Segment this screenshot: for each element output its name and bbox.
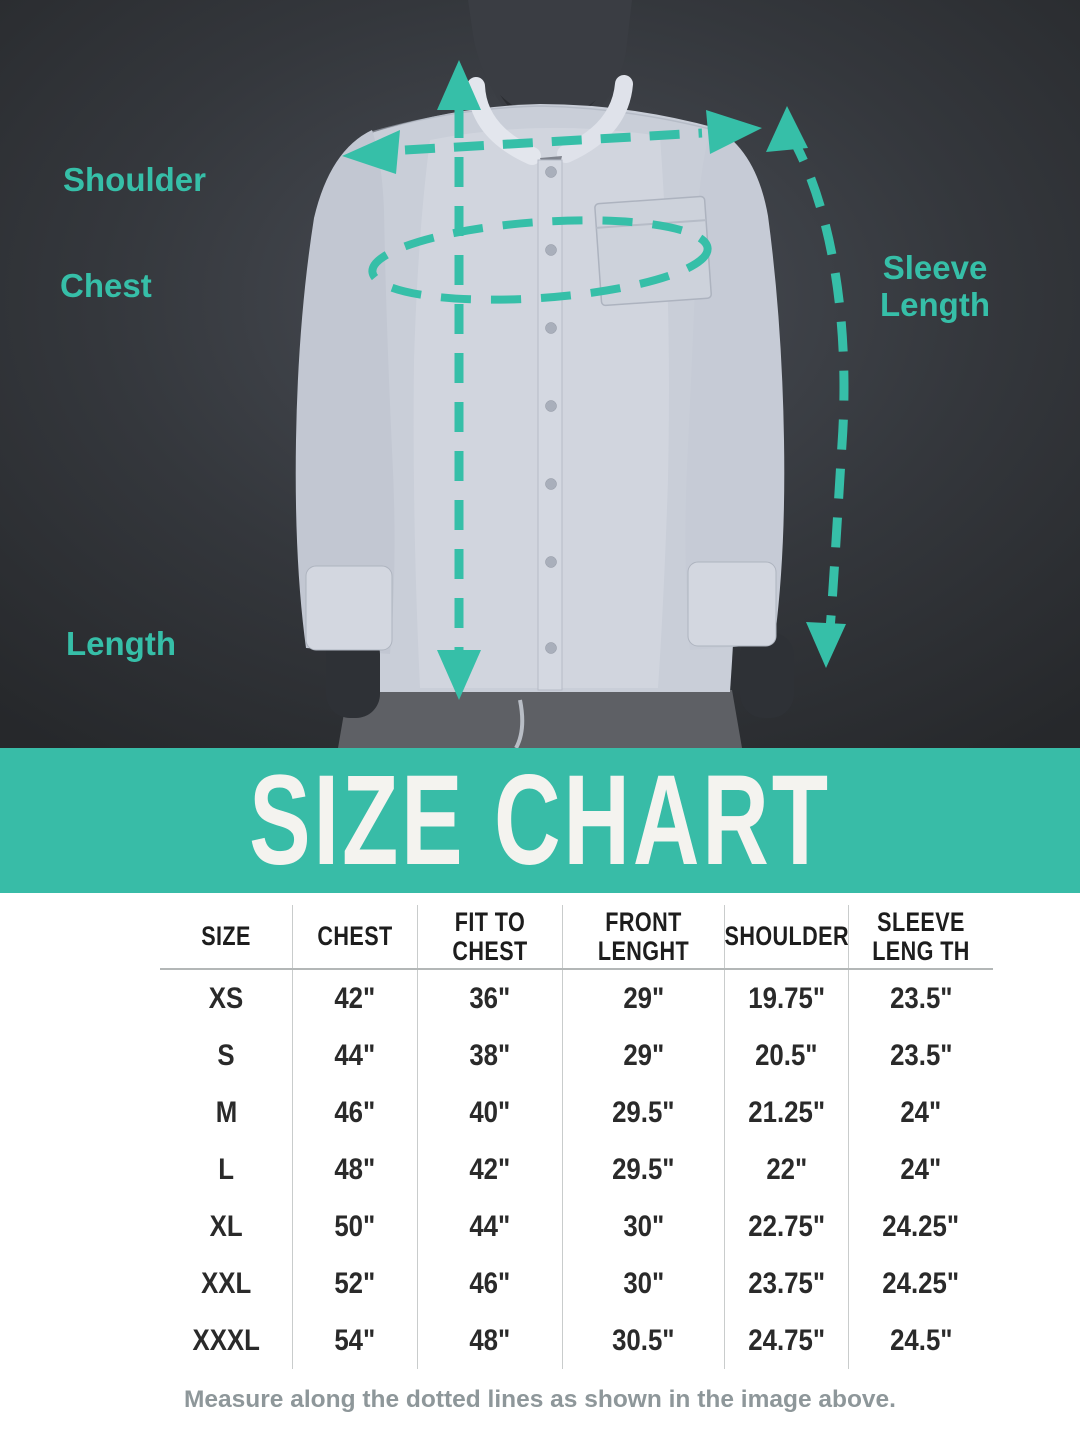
value-cell: 30": [562, 1198, 724, 1255]
collar-left: [467, 77, 541, 165]
value-cell: 24.25": [848, 1255, 993, 1312]
value-cell: 19.75": [724, 970, 848, 1027]
value-cell: 44": [417, 1198, 562, 1255]
left-hand: [326, 630, 380, 718]
value-cell: 29": [562, 970, 724, 1027]
value-cell: 38": [417, 1027, 562, 1084]
collar-right: [557, 75, 633, 163]
table-row-xxxl: XXXL 54" 48" 30.5" 24.75" 24.5": [160, 1312, 993, 1369]
right-cuff: [687, 561, 777, 647]
shoulder-label: Shoulder: [63, 161, 207, 198]
measure-arrowheads: [342, 60, 846, 700]
size-cell: M: [215, 1095, 237, 1129]
table-row-xl: XL 50" 44" 30" 22.75" 24.25": [160, 1198, 993, 1255]
value-cell: 29.5": [562, 1084, 724, 1141]
table-row-xs: XS 42" 36" 29" 19.75" 23.5": [160, 970, 993, 1027]
chest-label: Chest: [60, 267, 152, 304]
size-table: SIZE CHEST FIT TO CHEST FRONT LENGHT SHO…: [160, 905, 993, 1369]
right-hand: [740, 632, 794, 718]
button-placket: [537, 159, 563, 691]
arrow-up-icon: [437, 60, 481, 110]
banner-title: SIZE CHART: [249, 749, 831, 892]
value-cell: 23.5": [848, 1027, 993, 1084]
size-cell: L: [218, 1152, 234, 1186]
value-cell: 24.75": [724, 1312, 848, 1369]
col-header-fit-to-chest: FIT TO CHEST: [417, 905, 562, 968]
table-row-m: M 46" 40" 29.5" 21.25" 24": [160, 1084, 993, 1141]
value-cell: 20.5": [724, 1027, 848, 1084]
value-cell: 46": [292, 1084, 417, 1141]
model-photo-section: Shoulder Chest Sleeve Length Length: [0, 0, 1080, 748]
value-cell: 44": [292, 1027, 417, 1084]
value-cell: 24": [848, 1084, 993, 1141]
value-cell: 42": [417, 1141, 562, 1198]
col-header-shoulder: SHOULDER: [724, 905, 848, 968]
value-cell: 21.25": [724, 1084, 848, 1141]
col-header-size: SIZE: [201, 921, 251, 952]
arrow-left-icon: [342, 130, 400, 174]
value-cell: 24.5": [848, 1312, 993, 1369]
col-header-chest: CHEST: [292, 905, 417, 968]
value-cell: 23.75": [724, 1255, 848, 1312]
value-cell: 22": [724, 1141, 848, 1198]
size-cell: S: [217, 1038, 235, 1072]
right-sleeve: [685, 126, 785, 650]
value-cell: 52": [292, 1255, 417, 1312]
table-header-row: SIZE CHEST FIT TO CHEST FRONT LENGHT SHO…: [160, 905, 993, 970]
value-cell: 24": [848, 1141, 993, 1198]
value-cell: 42": [292, 970, 417, 1027]
size-cell: XS: [208, 981, 244, 1015]
measure-note: Measure along the dotted lines as shown …: [183, 1386, 896, 1413]
size-cell: XL: [209, 1209, 243, 1243]
sleeve-measure-line: [786, 131, 849, 643]
arrow-down-icon: [437, 650, 481, 700]
value-cell: 48": [292, 1141, 417, 1198]
buttons: [545, 166, 557, 654]
size-cell: XXL: [200, 1266, 252, 1300]
value-cell: 30.5": [562, 1312, 724, 1369]
value-cell: 23.5": [848, 970, 993, 1027]
left-cuff: [305, 565, 393, 651]
chest-measure-ellipse: [368, 216, 712, 304]
table-row-s: S 44" 38" 29" 20.5" 23.5": [160, 1027, 993, 1084]
table-row-xxl: XXL 52" 46" 30" 23.75" 24.25": [160, 1255, 993, 1312]
value-cell: 22.75": [724, 1198, 848, 1255]
left-sleeve: [295, 130, 395, 654]
sleeve-length-label: Sleeve Length: [880, 249, 990, 323]
value-cell: 24.25": [848, 1198, 993, 1255]
value-cell: 50": [292, 1198, 417, 1255]
drawstring: [514, 699, 525, 748]
shirt-measurement-illustration: [0, 0, 1080, 748]
table-row-l: L 48" 42" 29.5" 22" 24": [160, 1141, 993, 1198]
pants: [338, 690, 742, 748]
value-cell: 40": [417, 1084, 562, 1141]
shoulder-measure-line: [404, 128, 703, 155]
value-cell: 36": [417, 970, 562, 1027]
col-header-sleeve-length: SLEEVE LENG TH: [848, 905, 993, 968]
value-cell: 29.5": [562, 1141, 724, 1198]
sleeve-arrow-down-icon: [806, 622, 846, 668]
sleeve-arrow-up-icon: [766, 106, 808, 152]
length-label: Length: [66, 625, 176, 662]
arrow-right-icon: [706, 110, 762, 154]
size-table-section: SIZE CHEST FIT TO CHEST FRONT LENGHT SHO…: [0, 893, 1080, 1440]
value-cell: 29": [562, 1027, 724, 1084]
col-header-front-length: FRONT LENGHT: [562, 905, 724, 968]
size-chart-banner: SIZE CHART: [0, 748, 1080, 893]
size-cell: XXXL: [192, 1323, 260, 1357]
value-cell: 30": [562, 1255, 724, 1312]
value-cell: 54": [292, 1312, 417, 1369]
value-cell: 48": [417, 1312, 562, 1369]
value-cell: 46": [417, 1255, 562, 1312]
